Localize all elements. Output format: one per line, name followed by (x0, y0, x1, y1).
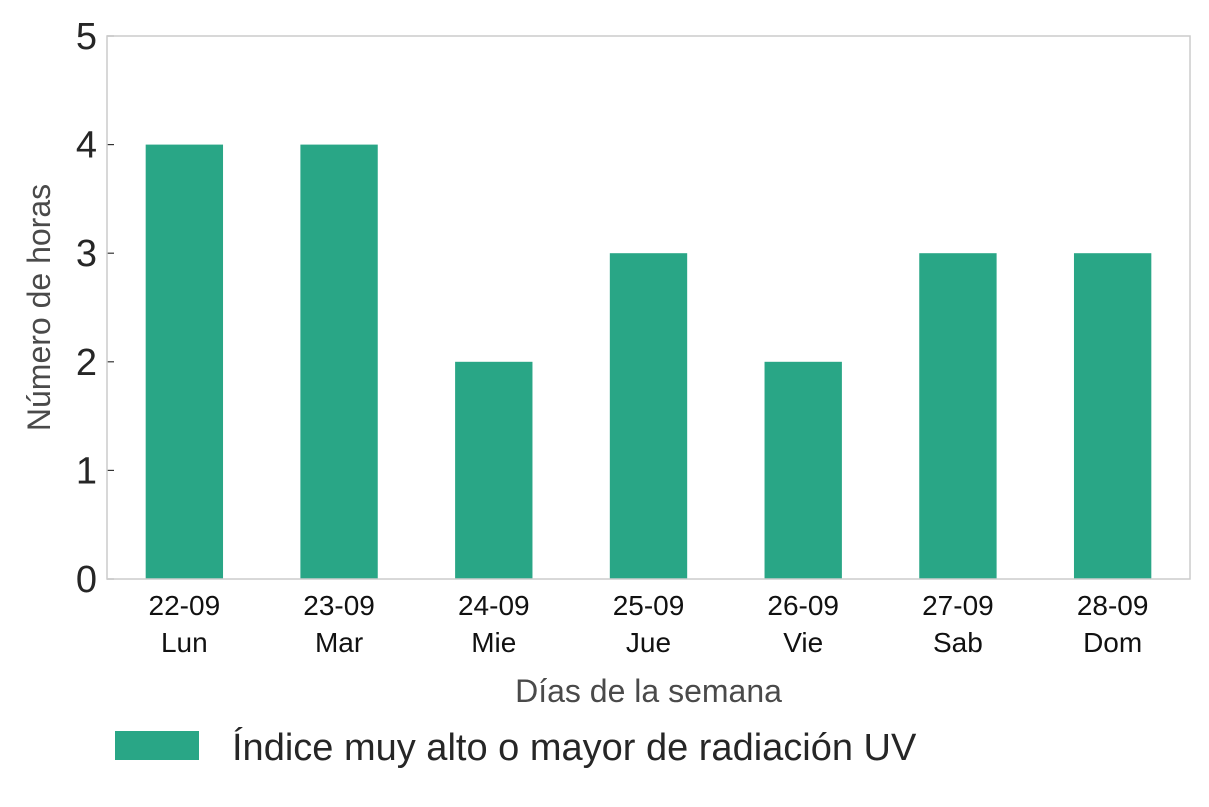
bar-vie (764, 361, 842, 579)
x-axis-title: Días de la semana (515, 673, 782, 709)
x-tick-day: Sab (933, 627, 983, 658)
plot-frame (106, 35, 1191, 580)
x-tick-day: Vie (783, 627, 823, 658)
y-tick-label: 1 (76, 450, 97, 492)
y-tick-label: 2 (76, 342, 97, 384)
x-tick-day: Jue (626, 627, 671, 658)
x-tick-date: 22-09 (149, 590, 221, 621)
x-tick-date: 28-09 (1077, 590, 1149, 621)
legend: Índice muy alto o mayor de radiación UV (115, 726, 917, 769)
legend-swatch (115, 731, 199, 760)
x-tick-date: 25-09 (613, 590, 685, 621)
x-tick-date: 26-09 (767, 590, 839, 621)
x-tick-date: 23-09 (303, 590, 375, 621)
bar-jue (609, 253, 688, 579)
y-axis-ticks: 0 1 2 3 4 5 (76, 16, 114, 601)
x-tick-day: Mar (315, 627, 363, 658)
bar-lun (145, 144, 224, 579)
y-tick-label: 0 (76, 559, 97, 601)
x-tick-date: 24-09 (458, 590, 530, 621)
x-tick-day: Lun (161, 627, 208, 658)
y-axis-title: Número de horas (21, 184, 57, 431)
bar-mie (455, 361, 533, 579)
y-tick-label: 4 (76, 125, 97, 167)
y-tick-label: 3 (76, 233, 97, 275)
x-tick-day: Dom (1083, 627, 1142, 658)
bar-dom (1073, 253, 1152, 579)
x-tick-day: Mie (471, 627, 516, 658)
bar-sab (919, 253, 997, 579)
x-tick-date: 27-09 (922, 590, 994, 621)
y-tick-label: 5 (76, 16, 97, 58)
x-axis-ticks: 22-09 Lun 23-09 Mar 24-09 Mie 25-09 Jue 26-09 Vie… (149, 572, 1149, 658)
bar-mar (300, 144, 378, 579)
legend-label: Índice muy alto o mayor de radiación UV (232, 726, 917, 769)
bars (145, 144, 1152, 579)
